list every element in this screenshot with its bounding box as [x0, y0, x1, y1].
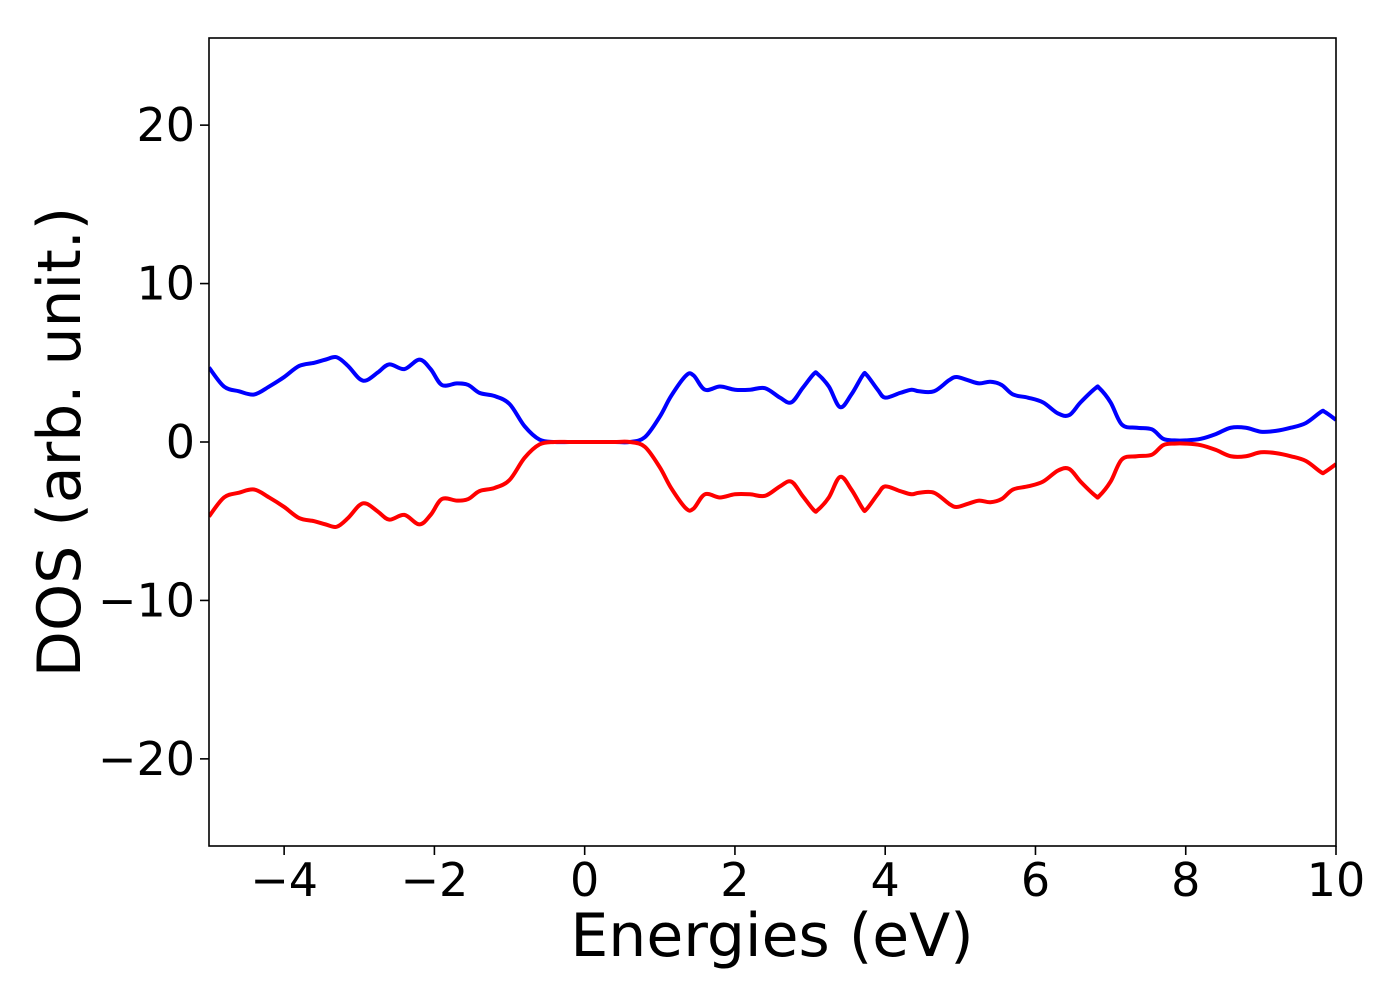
- x-tick-label: 6: [1021, 853, 1050, 907]
- x-axis-label: Energies (eV): [570, 901, 973, 971]
- x-axis-ticks: −4 −2 0 2 4 6 8 10: [250, 846, 1365, 907]
- y-tick-label: 0: [166, 415, 195, 469]
- x-tick-label: 4: [871, 853, 900, 907]
- x-tick-label: 0: [570, 853, 599, 907]
- y-axis-ticks: −20 −10 0 10 20: [98, 98, 209, 786]
- series-line-1: [209, 355, 1336, 445]
- x-tick-label: 8: [1171, 853, 1200, 907]
- y-tick-label: −10: [98, 573, 195, 627]
- x-tick-label: −4: [250, 853, 318, 907]
- x-tick-label: 10: [1307, 853, 1366, 907]
- y-tick-label: 10: [136, 257, 195, 311]
- y-tick-label: −20: [98, 732, 195, 786]
- x-tick-label: 2: [720, 853, 749, 907]
- y-axis-label: DOS (arb. unit.): [25, 207, 95, 677]
- y-tick-label: 20: [136, 98, 195, 152]
- x-tick-label: −2: [400, 853, 468, 907]
- series-line-2: [209, 439, 1336, 529]
- series-layer: [209, 355, 1336, 529]
